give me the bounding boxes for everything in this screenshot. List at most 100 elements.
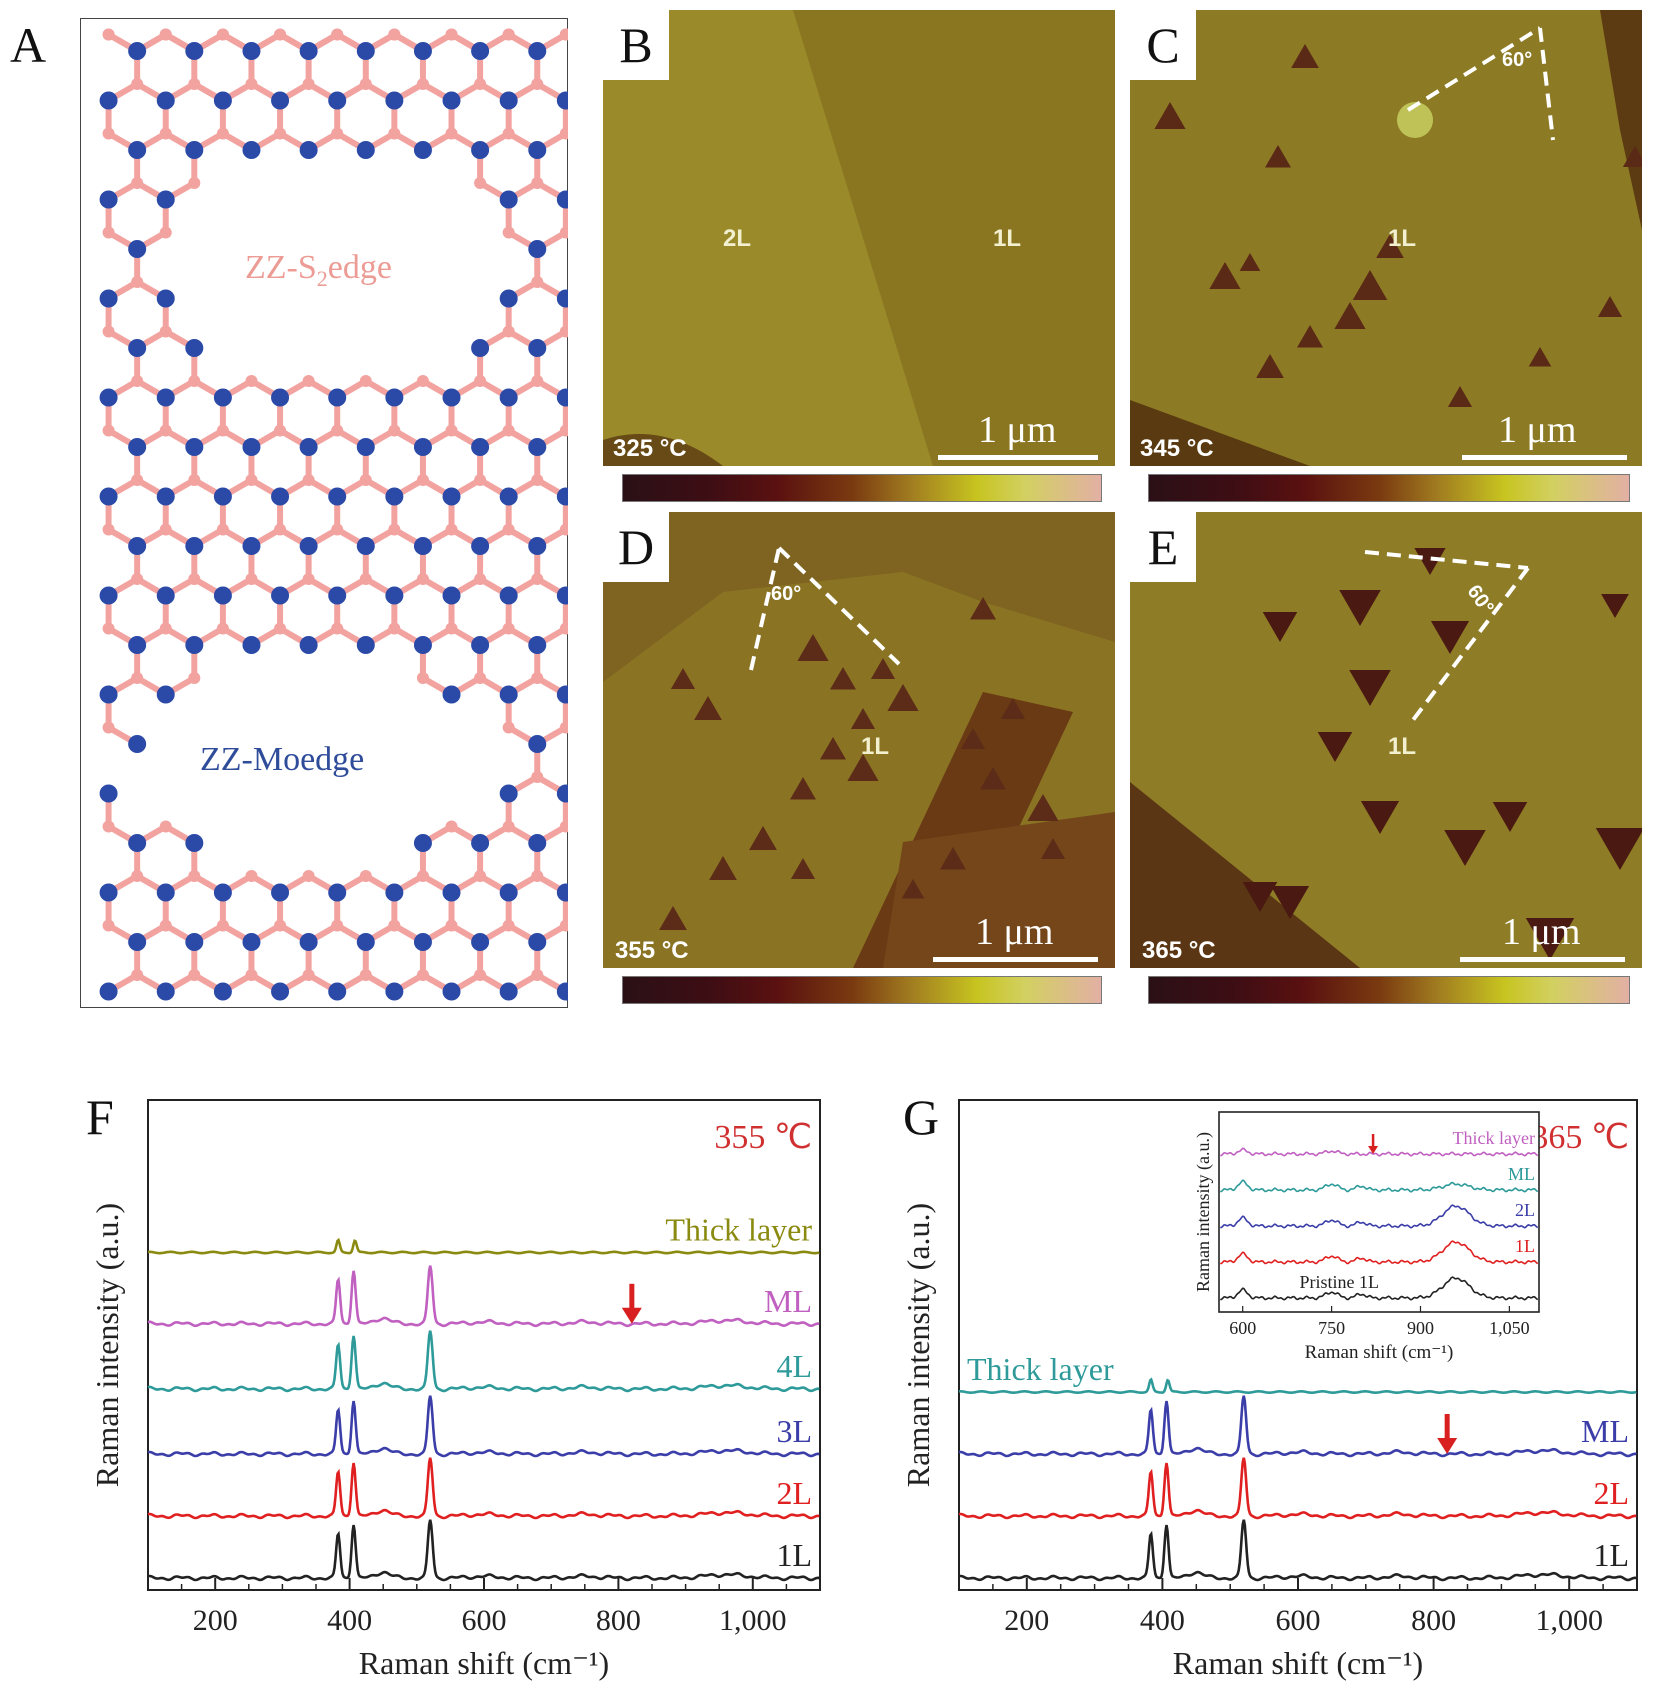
s-atom: [302, 474, 315, 486]
mo-atom: [499, 91, 518, 110]
mo-atom: [128, 240, 147, 258]
mo-atom: [528, 834, 547, 852]
series-line-1l: [958, 1519, 1637, 1582]
s-atom: [274, 127, 287, 140]
etch-pit: [1027, 794, 1059, 821]
s-atom: [102, 226, 115, 239]
mo-atom: [299, 537, 318, 555]
mo-atom: [556, 883, 568, 902]
etch-pit: [820, 737, 846, 760]
s-atom: [445, 622, 458, 635]
s-atom: [131, 276, 144, 288]
s-atom: [102, 523, 115, 536]
s-atom: [474, 177, 487, 189]
s-atom: [188, 474, 201, 486]
mo-atom: [328, 586, 347, 605]
etch-pit: [970, 597, 996, 620]
mo-atom: [156, 487, 175, 506]
s-atom: [302, 573, 315, 585]
s-atom: [131, 177, 144, 189]
mo-atom: [299, 438, 318, 456]
s-atom: [159, 820, 172, 833]
x-tick-label: 200: [1004, 1604, 1049, 1637]
s-atom: [102, 127, 115, 140]
s-atom: [188, 375, 201, 387]
mo-atom: [213, 388, 232, 407]
mo-atom: [471, 537, 490, 555]
zz-mo-edge-label: ZZ-Moedge: [200, 741, 364, 778]
mo-atom: [156, 388, 175, 407]
s-atom: [102, 721, 115, 734]
mo-atom: [499, 586, 518, 605]
s-atom: [416, 870, 429, 882]
raman-chart-g: 200 400 600 800 1,000 Raman shift (cm⁻¹) Raman…: [900, 1099, 1638, 1681]
afm-panel-d: 60° 1L 355 °C 1 μm D: [603, 512, 1115, 968]
zz-s2-edge-label: ZZ-S2edge: [245, 249, 392, 291]
inset-frame: [1218, 1111, 1540, 1313]
s-atom: [388, 424, 401, 437]
inset-series-line: [1220, 1147, 1539, 1157]
mo-atom: [385, 883, 404, 902]
colorbar-b: [622, 474, 1102, 502]
mo-atom: [413, 438, 432, 456]
mo-atom: [413, 141, 432, 159]
mo-atom: [99, 586, 118, 605]
s-atom: [445, 28, 458, 41]
s-atom: [502, 622, 515, 635]
angle-label-c: 60°: [1502, 49, 1532, 71]
s-atom: [188, 177, 201, 189]
x-tick-label: 400: [1140, 1604, 1185, 1637]
afm-panel-e: 60° 1L 365 °C 1 μm E: [1130, 512, 1645, 968]
etch-pit: [749, 826, 777, 850]
s-atom: [474, 375, 487, 387]
etch-pit: [887, 684, 919, 711]
mo-atom: [471, 42, 490, 60]
mo-atom: [499, 190, 518, 209]
etch-pit: [830, 667, 856, 690]
s-atom: [131, 573, 144, 585]
mo-atom: [156, 190, 175, 209]
inset-series-label: 1L: [1515, 1236, 1535, 1256]
s-atom: [502, 820, 515, 833]
mo-atom: [271, 883, 290, 902]
mo-atom: [99, 190, 118, 209]
s-atom: [359, 78, 372, 90]
mo-atom: [271, 91, 290, 110]
s-atom: [302, 870, 315, 882]
series-label-2l: 2L: [1593, 1475, 1629, 1511]
panel-label-f: F: [86, 1089, 114, 1145]
s-atom: [216, 919, 229, 932]
s-atom: [531, 276, 544, 288]
mo-atom: [185, 339, 204, 357]
inset-series-label: Pristine 1L: [1300, 1272, 1380, 1292]
s-atom: [474, 672, 487, 684]
s-atom: [474, 870, 487, 882]
etch-pit: [850, 708, 876, 729]
mo-atom: [528, 636, 547, 654]
etch-pit: [1000, 698, 1026, 719]
s-atom: [531, 573, 544, 585]
s-atom: [531, 969, 544, 981]
temperature-label-e: 365 °C: [1142, 937, 1216, 964]
s-atom: [502, 127, 515, 140]
etch-pit: [1265, 145, 1291, 168]
etch-pit: [709, 856, 737, 880]
s-atom: [188, 78, 201, 90]
etch-pit: [901, 879, 925, 899]
s-atom: [502, 226, 515, 239]
mo-atom: [242, 636, 261, 654]
mo-atom: [356, 537, 375, 555]
mo-atom: [385, 586, 404, 605]
mo-atom: [471, 141, 490, 159]
s-atom: [302, 375, 315, 387]
afm-panel-c: 60° 1L 345 °C 1 μm C: [1130, 10, 1648, 466]
mo-atom: [528, 339, 547, 357]
region-label-e: 1L: [1388, 733, 1416, 760]
series-label-3l: 3L: [776, 1413, 812, 1449]
mo-atom: [471, 834, 490, 852]
mo-atom: [385, 91, 404, 110]
s-atom: [559, 721, 568, 734]
etch-pit: [1239, 253, 1261, 271]
s-atom: [159, 523, 172, 536]
mo-atom: [328, 883, 347, 902]
